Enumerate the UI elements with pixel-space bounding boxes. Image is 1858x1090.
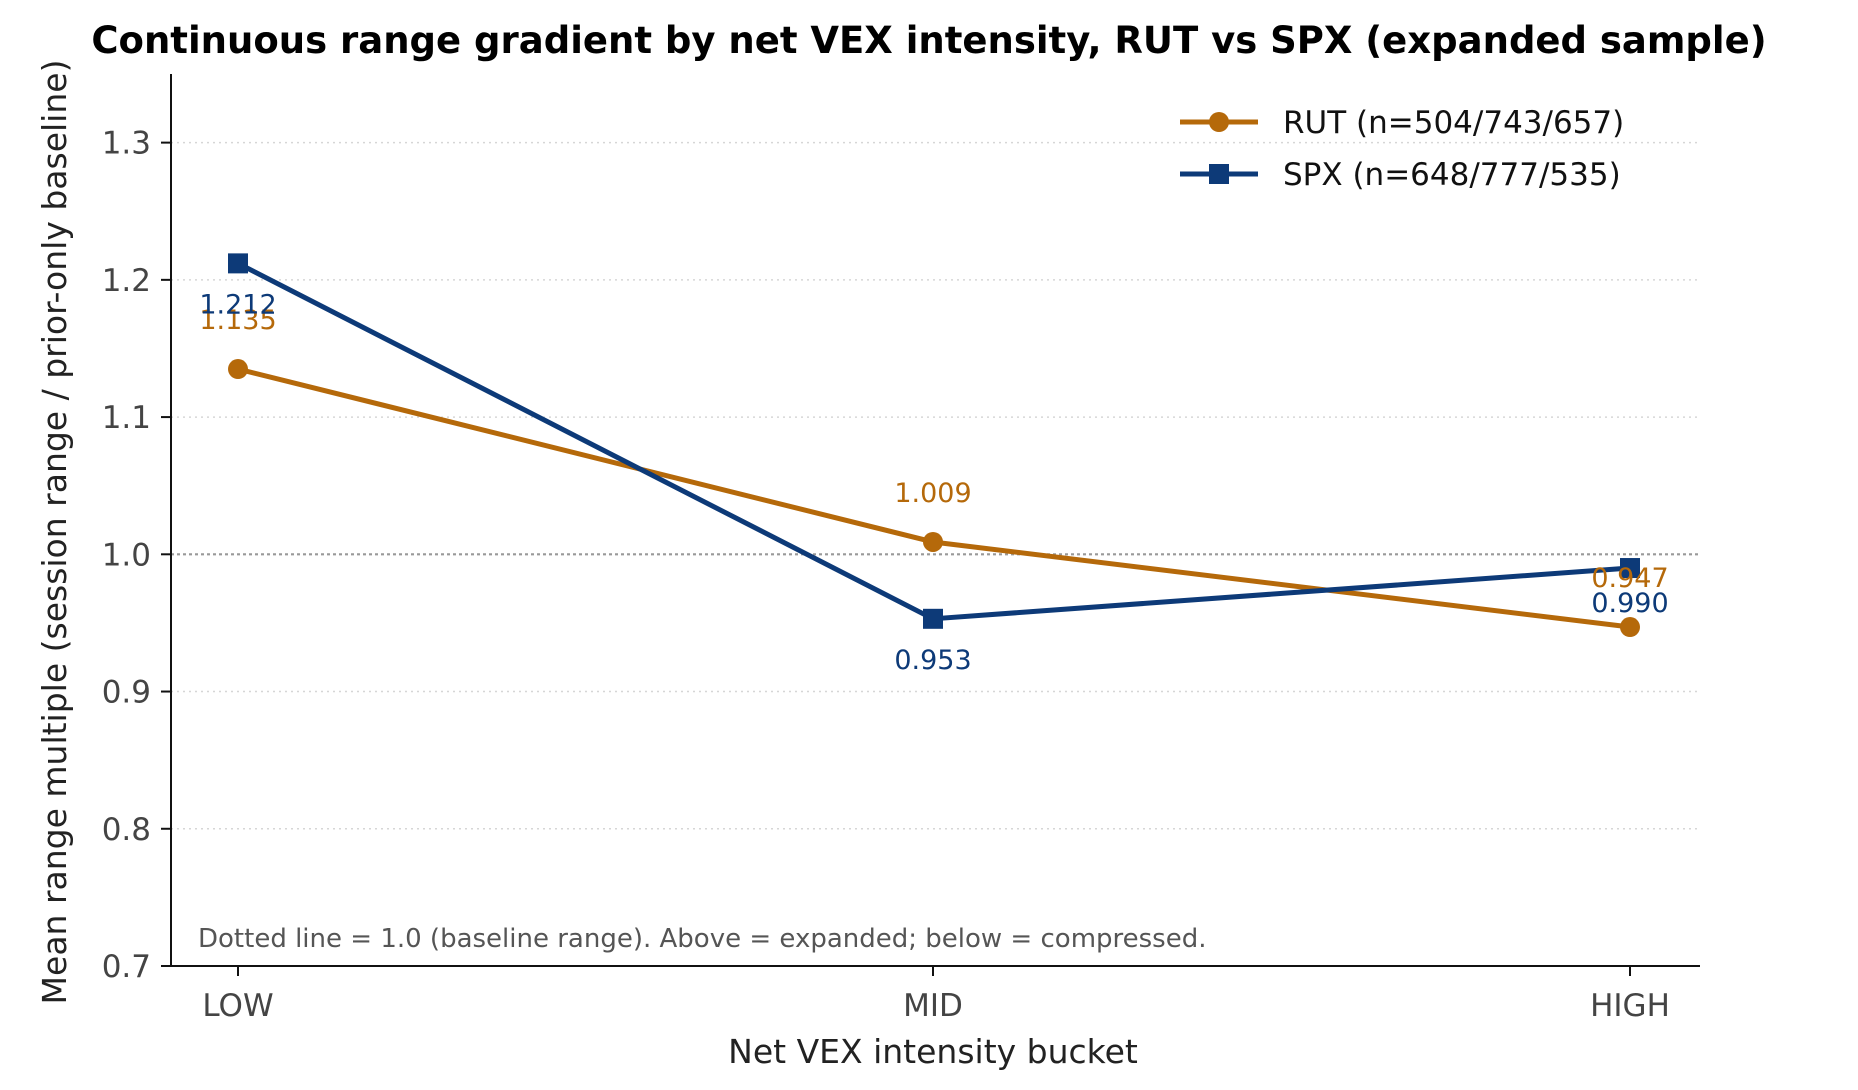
y-tick-label: 0.9 xyxy=(102,675,151,711)
data-label-spx-low: 1.212 xyxy=(199,289,276,320)
y-tick-label: 1.3 xyxy=(102,126,151,162)
x-tick-label-high: HIGH xyxy=(1590,988,1670,1024)
legend-marker-spx xyxy=(1209,164,1229,184)
legend-label-rut: RUT (n=504/743/657) xyxy=(1283,105,1624,141)
x-tick-label-low: LOW xyxy=(202,988,273,1024)
point-rut-low xyxy=(228,359,248,380)
series-line-spx xyxy=(236,261,1631,622)
x-axis-label: Net VEX intensity bucket xyxy=(728,1032,1138,1071)
point-spx-high xyxy=(1620,558,1640,579)
y-tick-label: 1.0 xyxy=(102,537,151,573)
y-tick-label: 0.8 xyxy=(102,812,151,848)
series-layer xyxy=(228,253,1640,638)
y-tick-label: 0.7 xyxy=(102,949,151,985)
point-rut-mid xyxy=(923,531,943,552)
data-label-spx-mid: 0.953 xyxy=(894,645,971,676)
y-tick-label: 1.1 xyxy=(102,400,151,436)
y-tick-label: 1.2 xyxy=(102,263,151,299)
y-axis-label: Mean range multiple (session range / pri… xyxy=(35,60,74,1005)
point-rut-high xyxy=(1620,617,1640,638)
y-ticks: 0.7 0.8 0.9 1.0 1.1 1.2 1.3 xyxy=(102,126,171,985)
point-spx-low xyxy=(228,253,248,274)
data-labels: 1.135 1.009 0.947 1.212 0.953 0.990 xyxy=(199,289,1668,675)
data-label-rut-high: 0.947 xyxy=(1591,563,1668,594)
chart-annotation: Dotted line = 1.0 (baseline range). Abov… xyxy=(198,924,1207,954)
data-label-rut-mid: 1.009 xyxy=(894,478,971,509)
legend-label-spx: SPX (n=648/777/535) xyxy=(1283,157,1621,193)
chart-title: Continuous range gradient by net VEX int… xyxy=(91,19,1766,62)
x-tick-label-mid: MID xyxy=(903,988,963,1024)
legend: RUT (n=504/743/657) SPX (n=648/777/535) xyxy=(1180,105,1624,193)
data-label-rut-low: 1.135 xyxy=(199,305,276,336)
data-label-spx-high: 0.990 xyxy=(1591,588,1668,619)
legend-marker-rut xyxy=(1209,112,1229,132)
x-ticks: LOW MID HIGH xyxy=(202,966,1670,1024)
point-spx-mid xyxy=(923,608,943,629)
